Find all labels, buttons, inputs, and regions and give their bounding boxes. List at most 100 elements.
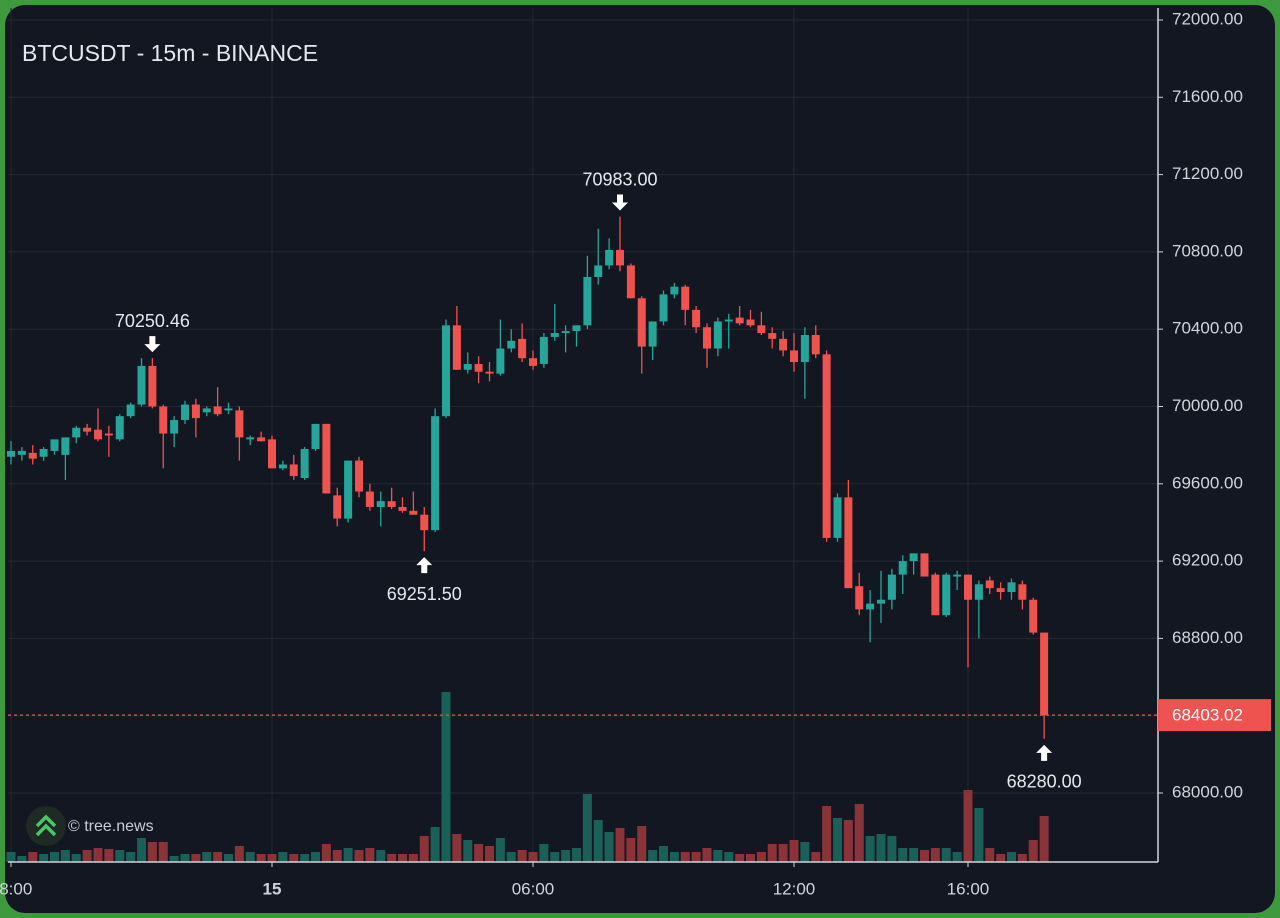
candle-body	[50, 439, 59, 451]
annotation-label: 70983.00	[582, 169, 657, 189]
candle-body	[148, 365, 157, 407]
candle-body	[442, 325, 450, 417]
candle-body	[333, 495, 342, 519]
volume-bar	[376, 850, 386, 862]
candle-body	[137, 365, 146, 405]
candle-body	[126, 404, 135, 417]
candle-body	[974, 584, 983, 600]
volume-bar	[909, 848, 919, 862]
volume-bar	[213, 852, 223, 862]
candle-body	[202, 408, 211, 413]
volume-bar	[974, 808, 984, 862]
y-tick-label: 70400.00	[1172, 319, 1243, 338]
candle-body	[833, 497, 842, 538]
candle-body	[278, 464, 287, 469]
candle-body	[605, 249, 614, 266]
chart-title: BTCUSDT - 15m - BINANCE	[22, 40, 318, 66]
x-tick-label: 18:00	[0, 879, 32, 898]
volume-bar	[811, 852, 821, 862]
candle-body	[420, 514, 429, 531]
volume-bar	[604, 832, 614, 862]
volume-bar	[669, 852, 679, 862]
volume-bar	[387, 854, 397, 862]
watermark: © tree.news	[26, 806, 154, 846]
annotation-label: 69251.50	[387, 584, 462, 604]
candle-body	[170, 420, 179, 434]
candle-body	[94, 429, 102, 440]
volume-bar	[1039, 816, 1049, 862]
volume-bar	[245, 852, 255, 862]
volume-bar	[898, 848, 908, 862]
candle-body	[985, 580, 994, 589]
volume-bar	[408, 854, 418, 862]
candle-body	[670, 286, 679, 295]
volume-bar	[789, 840, 799, 862]
watermark-text: © tree.news	[68, 818, 154, 835]
volume-bar	[224, 854, 233, 862]
candle-body	[72, 427, 81, 438]
watermark-chevrons	[35, 814, 57, 837]
volume-bar	[843, 820, 853, 862]
candle-body	[550, 333, 559, 337]
volume-bar	[800, 842, 810, 862]
volume-bar	[332, 850, 342, 862]
volume-bar	[137, 838, 146, 862]
volume-bar	[517, 850, 527, 862]
volume-bar	[746, 854, 755, 862]
volume-bar	[50, 852, 59, 862]
volume-bar	[278, 852, 288, 862]
grid	[8, 8, 1158, 862]
volume-bar	[539, 844, 549, 862]
candle-body	[616, 249, 624, 266]
candle-body	[17, 450, 26, 455]
volume-bar	[311, 852, 320, 862]
candle-body	[246, 437, 255, 440]
volume-bar	[550, 852, 560, 862]
candle-body	[594, 265, 603, 278]
candle-body	[365, 491, 374, 507]
volume-bar	[876, 834, 886, 862]
price-label-box	[1158, 699, 1271, 732]
candle-body	[898, 561, 907, 575]
candle-body	[355, 460, 363, 492]
volume-bar	[267, 854, 277, 862]
volume-bar	[572, 848, 581, 862]
candle-body	[213, 406, 222, 415]
volume-bar	[756, 852, 766, 862]
candle-body	[811, 334, 820, 355]
volume-bar	[180, 854, 190, 862]
volume-bar	[191, 854, 201, 862]
candle-body	[953, 574, 962, 577]
volume-bar	[582, 794, 592, 862]
x-tick-label: 06:00	[512, 879, 555, 898]
volume-bar	[485, 846, 494, 862]
candle-body	[920, 553, 929, 577]
candle-body	[376, 501, 385, 507]
candle-body	[300, 449, 309, 478]
volume-layer	[6, 692, 1049, 862]
y-tick-label: 71600.00	[1172, 87, 1243, 106]
volume-bar	[691, 852, 701, 862]
candle-body	[474, 363, 483, 372]
volume-bar	[985, 848, 995, 862]
candle-body	[235, 410, 244, 438]
overlay-layer: 70250.46above69251.50below70983.00above6…	[8, 169, 1158, 792]
volume-bar	[1007, 852, 1016, 862]
volume-bar	[659, 846, 668, 862]
volume-bar	[60, 850, 70, 862]
candle-body	[431, 416, 440, 531]
volume-bar	[28, 852, 38, 862]
volume-bar	[474, 844, 484, 862]
candle-body	[877, 599, 885, 604]
candle-body	[322, 423, 331, 494]
volume-bar	[39, 854, 49, 862]
candle-body	[659, 294, 668, 322]
volume-bar	[126, 852, 136, 862]
candle-body	[518, 338, 527, 359]
volume-bar	[289, 854, 299, 862]
candle-body	[257, 437, 266, 442]
volume-bar	[321, 844, 331, 862]
volume-bar	[354, 850, 364, 862]
volume-bar	[147, 842, 157, 862]
